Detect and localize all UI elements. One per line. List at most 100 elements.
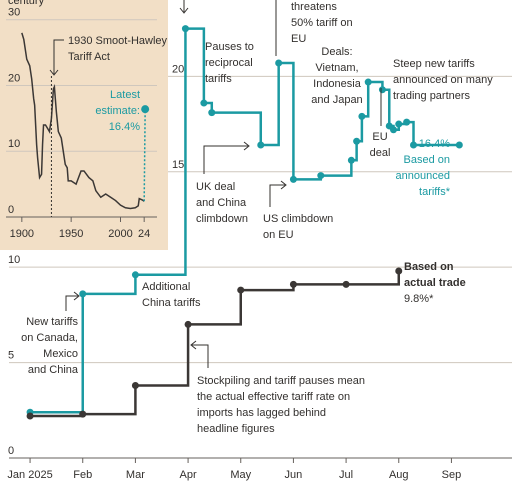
point (26, 412, 34, 420)
annotation: EU deal (370, 131, 391, 159)
step-segment (320, 160, 353, 177)
annotation-line: and China (28, 364, 79, 376)
step-segment (240, 284, 295, 292)
step-segment (260, 62, 280, 147)
annotation-line: and Japan (311, 94, 362, 106)
step-segment (293, 175, 323, 181)
annotation: Additional China tariffs (142, 281, 201, 309)
annotation-line: Mexico (43, 348, 78, 360)
step-segment (211, 111, 263, 146)
point (79, 410, 87, 418)
step-segment (135, 28, 187, 277)
annotation-line: reciprocal (205, 57, 253, 69)
point (358, 112, 366, 120)
x-tick-label: 1950 (59, 228, 83, 240)
inset-chart: century 0 10 20 30 1900 1950 2000 24 1930 Smoot-H… (0, 0, 168, 250)
point (131, 271, 139, 279)
connector (190, 340, 209, 368)
point (275, 59, 283, 67)
annotation: Based on actual trade 9.8%* (404, 261, 466, 305)
connector (203, 141, 250, 174)
annotation-line: actual trade (404, 277, 466, 289)
annotation: Deals: Vietnam, Indonesia and Japan (311, 46, 362, 106)
point (237, 286, 245, 294)
x-tick-label: Jul (339, 469, 353, 481)
annotation-line: EU (372, 131, 387, 143)
point (184, 320, 192, 328)
x-tick-label: Mar (126, 469, 145, 481)
y-tick-label: 5 (8, 350, 14, 362)
annotation-line: announced (396, 170, 450, 182)
annotation-line: the actual effective tariff rate on (197, 391, 350, 403)
y-tick-label: 15 (172, 159, 184, 171)
point (131, 381, 139, 389)
point (200, 99, 208, 107)
point (208, 109, 216, 117)
annotation: 16.4% Based on announced tariffs* (396, 138, 451, 198)
y-tick-label: 10 (8, 138, 20, 150)
point (353, 137, 361, 145)
step-segment (30, 414, 84, 418)
inset-y-label: century (8, 0, 45, 7)
annotation-line: 16.4% (109, 121, 140, 133)
annotation: 1930 Smoot-Hawley Tariff Act (68, 35, 168, 63)
x-tick-label: Apr (180, 469, 197, 481)
annotation-line: and China (196, 197, 247, 209)
annotation-line: Based on (404, 261, 454, 273)
annotation: Latest estimate: 16.4% (95, 89, 140, 133)
annotation-line: UK deal (196, 181, 235, 193)
annotation-line: Tariff Act (68, 51, 110, 63)
step-segment (82, 385, 137, 416)
annotation-line: Pauses to (205, 41, 254, 53)
annotation-line: headline figures (197, 423, 275, 435)
point (364, 78, 372, 86)
annotation-line: deal (370, 147, 391, 159)
annotation-line: tariffs (205, 73, 232, 85)
annotation: New tariffs on Canada, Mexico and China (21, 316, 79, 376)
x-tick-label: Jan 2025 (7, 469, 52, 481)
annotation-line: 9.8%* (404, 293, 434, 305)
annotation: Pauses to reciprocal tariffs (205, 41, 254, 85)
point (403, 118, 411, 126)
annotation-line: Stockpiling and tariff pauses mean (197, 375, 365, 387)
step-segment (406, 120, 415, 146)
annotation-line: estimate: (95, 105, 140, 117)
connector (49, 39, 64, 76)
y-tick-label: 10 (8, 254, 20, 266)
annotation-line: on EU (263, 229, 294, 241)
point (389, 126, 397, 134)
point (378, 86, 386, 94)
annotation-line: 1930 Smoot-Hawley (68, 35, 168, 47)
step-segment (356, 116, 364, 143)
step-segment (361, 82, 370, 118)
annotation: UK deal and China climbdown (196, 181, 248, 225)
point (455, 141, 463, 149)
annotation-line: climbdown (196, 213, 248, 225)
step-segment (185, 27, 206, 104)
annotation-line: announced on many (393, 74, 493, 86)
annotation-line: Latest (110, 89, 140, 101)
connector (269, 180, 287, 207)
line (143, 109, 146, 202)
point (395, 267, 403, 275)
line (21, 32, 145, 210)
annotation-line: Based on (404, 154, 450, 166)
annotation-line: New tariffs (26, 316, 78, 328)
step-segment (278, 61, 295, 180)
connector (65, 291, 80, 311)
point (181, 25, 189, 33)
annotation-line: China tariffs (142, 297, 201, 309)
y-tick-label: 0 (8, 204, 14, 216)
point (317, 172, 325, 180)
point (141, 105, 150, 114)
y-tick-label: 0 (8, 445, 14, 457)
y-tick-label: 20 (8, 72, 20, 84)
x-tick-label: Sep (442, 469, 462, 481)
annotation-line: Steep new tariffs (393, 58, 475, 70)
point (289, 175, 297, 183)
step-segment (82, 274, 137, 296)
y-tick-label: 30 (8, 7, 20, 19)
main-chart: 0 5 10 15 20 Jan 2025 Feb Mar Apr May Jun Jul Aug Sep… (7, 0, 512, 481)
x-tick-label: 2000 (108, 228, 132, 240)
